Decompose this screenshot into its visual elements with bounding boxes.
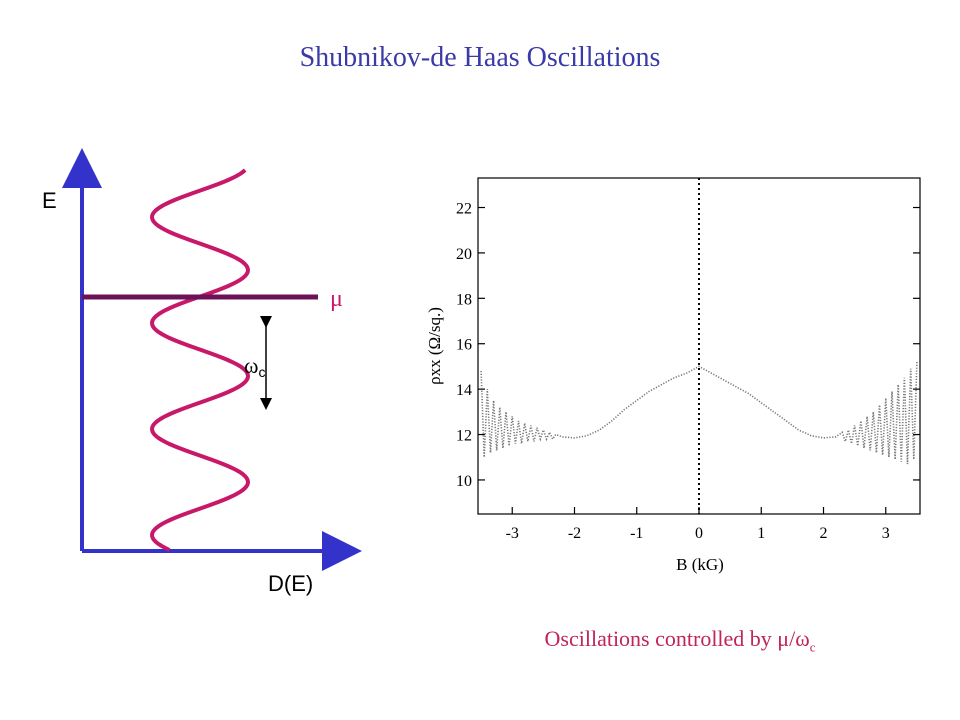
- y-tick-label: 22: [456, 201, 472, 218]
- y-tick-label: 20: [456, 246, 472, 263]
- x-tick-label: -2: [568, 525, 581, 542]
- page-title: Shubnikov-de Haas Oscillations: [299, 42, 661, 73]
- x-tick-label: -1: [630, 525, 643, 542]
- omega-c-label: ωc: [244, 353, 265, 380]
- x-tick-label: 1: [757, 525, 765, 542]
- dos-axis-label: D(E): [268, 571, 313, 596]
- y-tick-label: 14: [456, 382, 472, 399]
- x-tick-label: 0: [695, 525, 703, 542]
- x-tick-label: -3: [506, 525, 519, 542]
- x-tick-label: 2: [820, 525, 828, 542]
- x-tick-label: 3: [882, 525, 890, 542]
- x-axis-label: B (kG): [676, 555, 724, 574]
- y-tick-label: 10: [456, 473, 472, 490]
- rho-xx-trace: [480, 361, 918, 465]
- y-tick-label: 18: [456, 291, 472, 308]
- density-of-states-diagram: E D(E) μ ωc: [42, 148, 362, 596]
- dos-oscillation-curve: [150, 168, 251, 552]
- y-tick-label: 16: [456, 337, 472, 354]
- y-axis-label: ρxx (Ω/sq.): [425, 307, 444, 385]
- energy-axis-label: E: [42, 188, 57, 213]
- caption: Oscillations controlled by μ/ωc: [544, 626, 816, 655]
- mu-label: μ: [330, 286, 343, 312]
- y-tick-label: 12: [456, 428, 472, 445]
